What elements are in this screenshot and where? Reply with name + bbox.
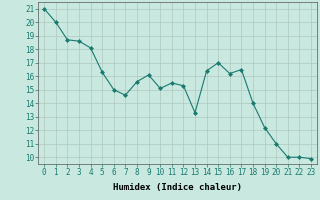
X-axis label: Humidex (Indice chaleur): Humidex (Indice chaleur) bbox=[113, 183, 242, 192]
